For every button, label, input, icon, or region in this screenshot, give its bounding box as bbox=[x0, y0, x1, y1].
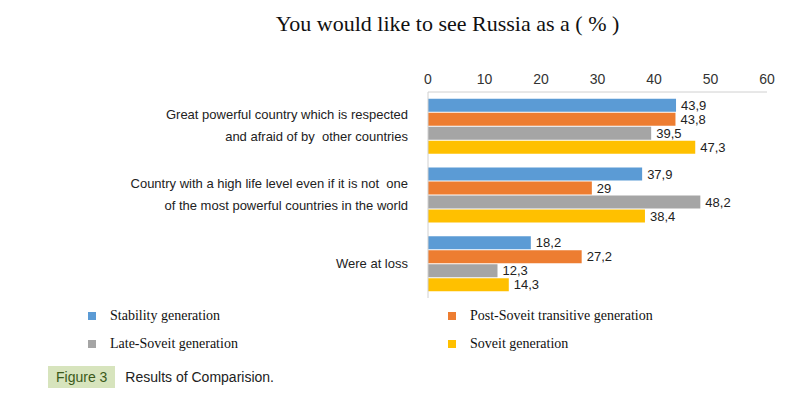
html-text:Results of Comparision.: Results of Comparision. bbox=[125, 369, 274, 385]
html-text:Figure 3: Figure 3 bbox=[56, 369, 108, 385]
html-text:Stability generation: Stability generation bbox=[110, 308, 220, 323]
svg-text:39,5: 39,5 bbox=[656, 126, 681, 141]
html-text:Post-Soveit transitive generat: Post-Soveit transitive generation bbox=[470, 308, 653, 323]
html-text:You would like to see Russia a: You would like to see Russia as a ( % ) bbox=[275, 11, 620, 36]
html-text:Late-Soveit generation: Late-Soveit generation bbox=[110, 336, 238, 351]
svg-text:12,3: 12,3 bbox=[502, 263, 527, 278]
svg-text:43,8: 43,8 bbox=[680, 112, 705, 127]
svg-text:29: 29 bbox=[597, 181, 611, 196]
svg-text:43,9: 43,9 bbox=[681, 98, 706, 113]
svg-text:38,4: 38,4 bbox=[650, 209, 675, 224]
svg-text:60: 60 bbox=[759, 71, 775, 87]
svg-text:0: 0 bbox=[424, 71, 432, 87]
svg-text:Country with a high life level: Country with a high life level even if i… bbox=[131, 176, 408, 213]
svg-text:27,2: 27,2 bbox=[587, 249, 612, 264]
svg-text:14,3: 14,3 bbox=[514, 277, 539, 292]
svg-text:Were at loss: Were at loss bbox=[336, 256, 409, 271]
svg-text:48,2: 48,2 bbox=[705, 195, 730, 210]
svg-text:20: 20 bbox=[533, 71, 549, 87]
html-text:Soveit generation: Soveit generation bbox=[470, 336, 569, 351]
svg-text:30: 30 bbox=[590, 71, 606, 87]
svg-text:40: 40 bbox=[646, 71, 662, 87]
svg-text:18,2: 18,2 bbox=[536, 235, 561, 250]
svg-text:37,9: 37,9 bbox=[647, 167, 672, 182]
svg-text:10: 10 bbox=[477, 71, 493, 87]
svg-text:47,3: 47,3 bbox=[700, 140, 725, 155]
svg-text:Great powerful country which i: Great powerful country which is respecte… bbox=[166, 107, 409, 144]
svg-text:50: 50 bbox=[703, 71, 719, 87]
